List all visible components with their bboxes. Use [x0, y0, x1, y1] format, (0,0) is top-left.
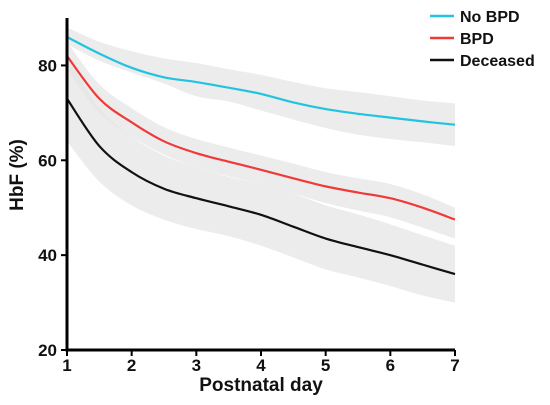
- x-tick-label: 4: [256, 356, 266, 375]
- ci-band-no-bpd: [67, 27, 455, 147]
- legend: No BPD BPD Deceased: [430, 9, 535, 70]
- x-tick-label: 6: [386, 356, 395, 375]
- series-line-deceased: [66, 98, 456, 276]
- series-lines: [66, 35, 456, 276]
- x-tick-label: 7: [450, 356, 459, 375]
- y-tick-label: 80: [38, 56, 57, 75]
- ci-band-bpd: [67, 41, 455, 239]
- x-tick-label: 1: [62, 356, 71, 375]
- y-tick-label: 40: [38, 246, 57, 265]
- x-tick-label: 5: [321, 356, 330, 375]
- y-tick-label: 20: [38, 341, 57, 360]
- x-axis-title: Postnatal day: [199, 375, 323, 396]
- legend-label-deceased: Deceased: [460, 53, 535, 70]
- x-tick-label: 2: [127, 356, 136, 375]
- y-tick-label: 60: [38, 151, 57, 170]
- confidence-bands: [67, 27, 455, 303]
- x-axis-ticks: 1 2 3 4 5 6 7: [62, 350, 460, 375]
- series-line-bpd: [66, 55, 456, 221]
- y-axis-title: HbF (%): [7, 139, 28, 211]
- legend-label-no-bpd: No BPD: [460, 9, 520, 26]
- legend-label-bpd: BPD: [460, 31, 494, 48]
- x-tick-label: 3: [192, 356, 201, 375]
- y-axis-ticks: 20 40 60 80: [38, 56, 67, 360]
- ci-band-deceased: [67, 55, 455, 303]
- series-line-no-bpd: [66, 35, 456, 126]
